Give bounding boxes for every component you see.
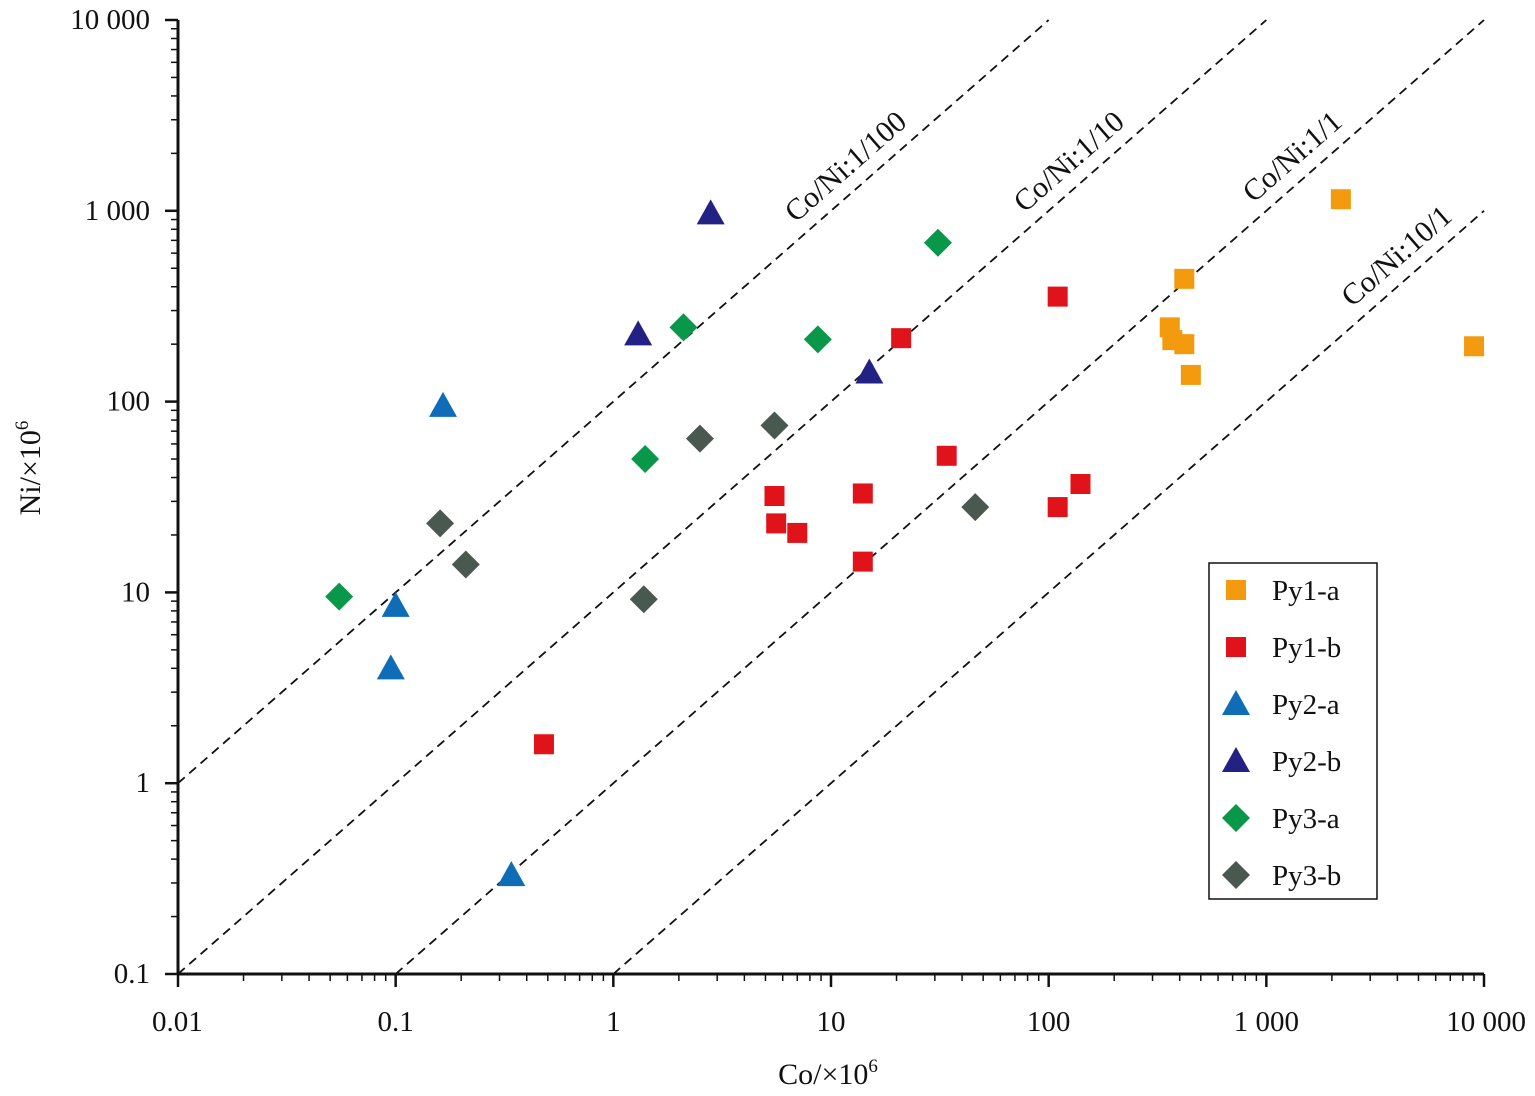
data-point-py1-b — [787, 522, 808, 543]
data-point-py3-a — [803, 325, 832, 354]
data-point-py2-b — [855, 358, 884, 384]
data-point-py2-a — [381, 591, 410, 617]
legend-marker-py3-a — [1222, 804, 1250, 832]
x-axis-title: Co/×106 — [778, 1056, 878, 1091]
y-tick-label: 100 — [107, 386, 151, 418]
ratio-line — [177, 19, 1050, 784]
legend-marker-py2-b — [1222, 747, 1250, 772]
data-point-py3-b — [961, 493, 990, 522]
data-point-py1-a — [1464, 336, 1485, 357]
data-point-py1-b — [766, 513, 787, 534]
data-point-py2-a — [429, 391, 458, 417]
legend: Py1-a Py1-b Py2-a Py2-b Py3-a Py3-b — [1208, 562, 1378, 900]
x-tick-label: 100 — [1027, 1006, 1071, 1038]
data-point-py2-b — [624, 320, 653, 346]
data-point-py2-a — [376, 654, 405, 680]
ratio-line — [612, 210, 1485, 975]
legend-label: Py3-a — [1272, 803, 1340, 835]
y-tick-label: 1 000 — [85, 195, 150, 227]
data-point-py1-b — [852, 551, 873, 572]
legend-marker-py2-a — [1222, 690, 1250, 715]
y-tick-label: 10 000 — [70, 4, 150, 36]
data-point-py1-b — [1047, 497, 1068, 518]
data-point-py1-b — [1047, 286, 1068, 307]
data-point-py3-a — [325, 582, 354, 611]
data-point-py2-a — [497, 861, 526, 887]
x-tick-label: 10 — [817, 1006, 846, 1038]
y-tick-label: 1 — [136, 767, 151, 799]
data-point-py1-a — [1174, 268, 1195, 289]
legend-marker-py1-b — [1226, 637, 1246, 657]
ratio-line — [395, 19, 1485, 975]
data-point-py1-b — [891, 328, 912, 349]
data-point-py1-b — [936, 445, 957, 466]
data-point-py3-b — [426, 509, 455, 538]
legend-label: Py2-a — [1272, 689, 1340, 721]
legend-label: Py2-b — [1272, 746, 1341, 778]
y-tick-label: 10 — [121, 576, 150, 608]
data-point-py3-b — [629, 585, 658, 614]
legend-label: Py1-b — [1272, 632, 1341, 664]
x-tick-label: 1 — [606, 1006, 621, 1038]
data-point-py3-b — [685, 424, 714, 453]
y-axis-title: Ni/×106 — [12, 421, 47, 516]
data-point-py3-b — [760, 411, 789, 440]
data-point-py3-a — [669, 313, 698, 342]
data-point-py1-b — [764, 486, 785, 507]
reference-lines — [177, 19, 1485, 975]
data-point-py2-b — [696, 199, 725, 225]
data-point-py3-b — [451, 550, 480, 579]
x-tick-label: 1 000 — [1234, 1006, 1299, 1038]
data-point-py1-b — [1070, 473, 1091, 494]
data-point-py3-a — [923, 228, 952, 257]
data-points — [325, 189, 1485, 887]
x-tick-label: 0.1 — [378, 1006, 414, 1038]
x-tick-label: 0.01 — [152, 1006, 203, 1038]
data-point-py1-b — [852, 483, 873, 504]
y-tick-label: 0.1 — [114, 958, 150, 990]
legend-marker-py1-a — [1226, 580, 1246, 600]
legend-label: Py3-b — [1272, 860, 1341, 892]
legend-label: Py1-a — [1272, 575, 1340, 607]
legend-box — [1208, 562, 1378, 900]
data-point-py1-b — [533, 734, 554, 755]
data-point-py1-a — [1180, 364, 1201, 385]
data-point-py1-a — [1174, 334, 1195, 355]
x-tick-label: 10 000 — [1446, 1006, 1526, 1038]
legend-marker-py3-b — [1222, 861, 1250, 889]
data-point-py3-a — [631, 445, 660, 474]
ratio-line — [177, 19, 1267, 975]
data-point-py1-a — [1330, 189, 1351, 210]
